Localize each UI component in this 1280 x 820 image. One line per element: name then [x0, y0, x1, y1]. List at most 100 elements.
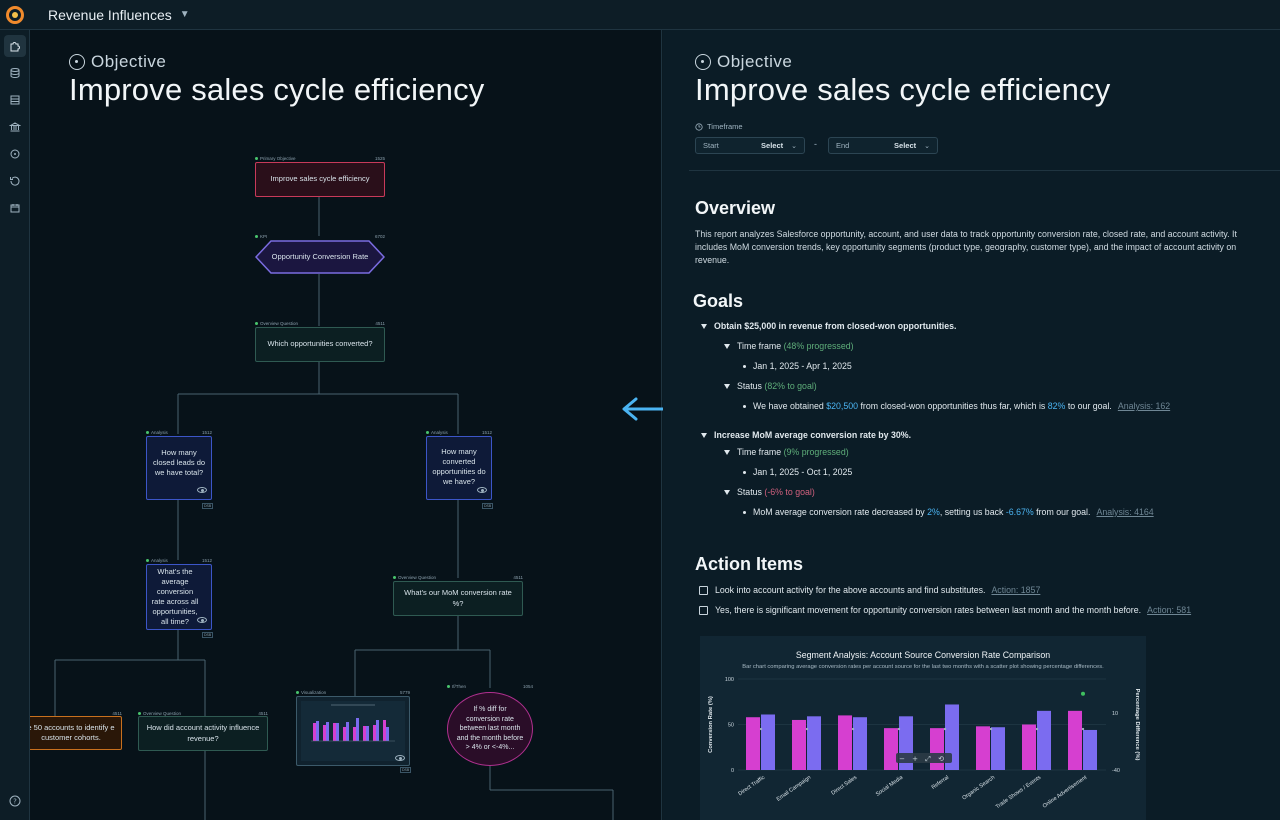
- eye-icon[interactable]: [477, 487, 487, 493]
- task-node[interactable]: e 50 accounts to identify e customer coh…: [30, 716, 122, 750]
- sidebar: ?: [0, 30, 30, 820]
- if-then-node[interactable]: If % diff for conversion rate between la…: [447, 692, 533, 766]
- calendar-icon[interactable]: [4, 197, 26, 219]
- svg-text:?: ?: [13, 798, 17, 806]
- bar: [1037, 711, 1051, 770]
- target-icon[interactable]: [4, 143, 26, 165]
- goal-1-title[interactable]: Obtain $25,000 in revenue from closed-wo…: [701, 321, 956, 331]
- eye-icon[interactable]: [395, 755, 405, 761]
- node-caption: Analysis 1512: [426, 430, 492, 435]
- bar: [930, 728, 944, 770]
- goal-2-title[interactable]: Increase MoM average conversion rate by …: [701, 430, 911, 440]
- chart-tool-icon: ⟲: [938, 755, 944, 763]
- divider: [689, 170, 1280, 171]
- bar: [853, 717, 867, 770]
- history-icon[interactable]: [4, 170, 26, 192]
- action-link[interactable]: Action: 581: [1147, 605, 1191, 615]
- y2-tick-label: 10: [1112, 711, 1118, 717]
- chart-tool-icon: ⤢: [925, 755, 931, 763]
- database-icon[interactable]: [4, 62, 26, 84]
- x-tick-label: Email Campaign: [776, 775, 813, 803]
- overview-text: This report analyzes Salesforce opportun…: [695, 228, 1255, 268]
- x-tick-label: Referral: [931, 775, 950, 791]
- action-items-heading: Action Items: [695, 554, 803, 575]
- chevron-down-icon: ▼: [180, 9, 190, 20]
- y-tick-label: 50: [728, 723, 734, 729]
- node-caption: Visualization 5779: [296, 690, 410, 695]
- node-caption: If/Then 1054: [447, 684, 533, 689]
- layers-icon[interactable]: [4, 89, 26, 111]
- caret-down-icon: [724, 344, 730, 349]
- goal-1-dates: Jan 1, 2025 - Apr 1, 2025: [743, 361, 852, 371]
- puzzle-icon[interactable]: [4, 35, 26, 57]
- help-icon[interactable]: ?: [4, 790, 26, 812]
- y-tick-label: 100: [725, 677, 734, 683]
- objective-label-text: Objective: [717, 52, 792, 72]
- action-item: Look into account activity for the above…: [699, 585, 1040, 595]
- bar: [1068, 711, 1082, 770]
- logo-icon: [6, 6, 24, 24]
- timeframe-end-select[interactable]: End Select ⌄: [828, 137, 938, 154]
- y-axis-label: Conversion Rate (%): [708, 696, 714, 753]
- chart-tool-icon: +: [912, 755, 918, 763]
- y2-tick-label: -40: [1112, 768, 1120, 774]
- timeframe-start-select[interactable]: Start Select ⌄: [695, 137, 805, 154]
- primary-objective-node[interactable]: Improve sales cycle efficiency: [255, 162, 385, 197]
- report-pane: Objective Improve sales cycle efficiency…: [663, 30, 1280, 820]
- diff-point: [1036, 728, 1038, 730]
- chart-tool-icon: −: [899, 755, 905, 763]
- x-tick-label: Direct Traffic: [738, 775, 767, 798]
- action-checkbox[interactable]: [699, 606, 708, 615]
- analysis-link[interactable]: Analysis: 4164: [1096, 507, 1153, 517]
- goal-1-detail: We have obtained $20,500 from closed-won…: [743, 401, 1170, 411]
- bank-icon[interactable]: [4, 116, 26, 138]
- timeframe-separator: -: [814, 139, 817, 149]
- node-caption: Analysis 1512: [146, 430, 212, 435]
- eye-icon[interactable]: [197, 617, 207, 623]
- node-caption: Overview Question 4511: [393, 575, 523, 580]
- goals-heading: Goals: [693, 291, 743, 312]
- action-checkbox[interactable]: [699, 586, 708, 595]
- app-logo[interactable]: [0, 0, 30, 30]
- flow-canvas[interactable]: Objective Improve sales cycle efficiency: [30, 30, 662, 820]
- top-bar: Revenue Influences ▼: [0, 0, 1280, 30]
- kpi-node[interactable]: Opportunity Conversion Rate: [255, 240, 385, 274]
- version-tag: DSB: [202, 503, 213, 509]
- report-title-dropdown[interactable]: Revenue Influences ▼: [48, 7, 190, 23]
- action-item: Yes, there is significant movement for o…: [699, 605, 1191, 615]
- goal-2-status[interactable]: Status (-6% to goal): [724, 487, 815, 497]
- action-link[interactable]: Action: 1857: [991, 585, 1040, 595]
- goal-1-timeframe[interactable]: Time frame (48% progressed): [724, 341, 854, 351]
- node-caption: Primary Objective 1525: [255, 156, 385, 161]
- analysis-link[interactable]: Analysis: 162: [1118, 401, 1170, 411]
- objective-label: Objective: [695, 52, 792, 72]
- bar: [807, 716, 821, 770]
- goal-2-detail: MoM average conversion rate decreased by…: [743, 507, 1154, 517]
- bar: [746, 717, 760, 770]
- analysis-node[interactable]: How many closed leads do we have total?: [146, 436, 212, 500]
- diff-point: [944, 728, 946, 730]
- x-tick-label: Direct Sales: [830, 775, 858, 797]
- analysis-node[interactable]: How many converted opportunities do we h…: [426, 436, 492, 500]
- diff-point: [852, 728, 854, 730]
- diff-point: [760, 728, 762, 730]
- overview-question-node[interactable]: Which opportunities converted?: [255, 327, 385, 362]
- x-tick-label: Social Media: [875, 774, 905, 798]
- node-caption: Analysis 1512: [146, 558, 212, 563]
- caret-down-icon: [701, 433, 707, 438]
- bar: [991, 727, 1005, 770]
- bar: [792, 720, 806, 770]
- goal-1-status[interactable]: Status (82% to goal): [724, 381, 817, 391]
- visualization-node[interactable]: [296, 696, 410, 766]
- chart-plot: 100 50 0 10 -40 Conversion Rate (%) Percentage…: [700, 636, 1146, 820]
- version-tag: DSB: [400, 767, 411, 773]
- overview-question-node[interactable]: What's our MoM conversion rate %?: [393, 581, 523, 616]
- overview-question-node[interactable]: How did account activity influence reven…: [138, 716, 268, 751]
- caret-down-icon: [701, 324, 707, 329]
- bar: [1083, 730, 1097, 770]
- target-icon: [695, 54, 711, 70]
- eye-icon[interactable]: [197, 487, 207, 493]
- mini-chart-thumbnail: [301, 701, 405, 761]
- goal-2-timeframe[interactable]: Time frame (9% progressed): [724, 447, 849, 457]
- analysis-node[interactable]: What's the average conversion rate acros…: [146, 564, 212, 630]
